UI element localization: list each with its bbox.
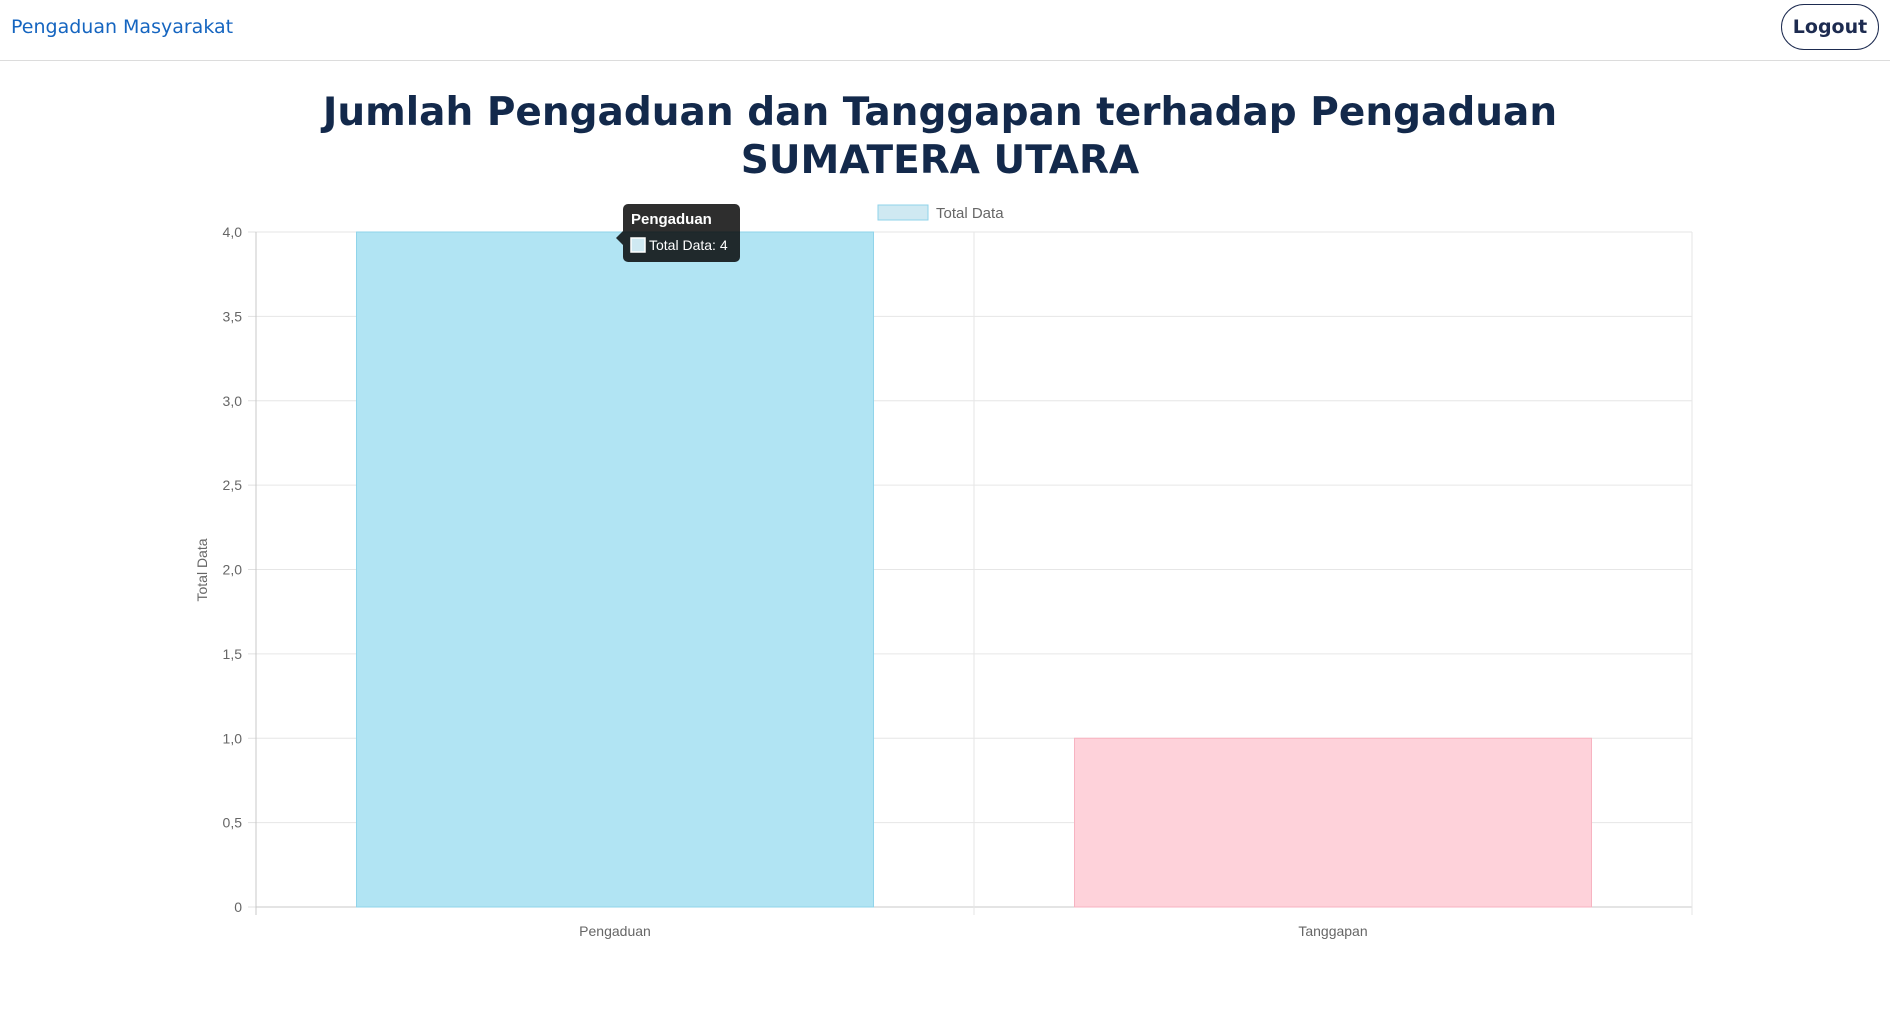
tooltip-body: Total Data: 4 [649,237,728,253]
x-tick-label: Tanggapan [1298,923,1367,939]
y-tick-label: 0,5 [223,815,243,831]
page-title: Jumlah Pengaduan dan Tanggapan terhadap … [322,90,1558,135]
logout-button[interactable]: Logout [1781,4,1879,50]
x-tick-label: Pengaduan [579,923,651,939]
y-axis-title: Total Data [194,538,210,601]
y-tick-label: 1,5 [223,646,243,662]
navbar: Pengaduan Masyarakat Logout [0,0,1890,61]
y-tick-label: 1,0 [223,730,243,746]
tooltip-swatch [630,237,646,253]
y-tick-label: 4,0 [223,224,243,240]
bar-tanggapan[interactable] [1074,737,1592,908]
legend-label: Total Data [936,205,1004,222]
y-tick-label: 0 [234,899,242,915]
legend-swatch[interactable] [877,204,929,221]
tooltip-caret [616,231,623,245]
y-tick-label: 2,0 [223,562,243,578]
page-subtitle: SUMATERA UTARA [740,138,1140,183]
bar-pengaduan[interactable] [356,231,874,908]
tooltip-box [623,204,740,262]
y-tick-label: 3,5 [223,308,243,324]
brand-link[interactable]: Pengaduan Masyarakat [11,16,234,38]
y-tick-label: 2,5 [223,477,243,493]
y-tick-label: 3,0 [223,393,243,409]
tooltip-title: Pengaduan [631,211,712,228]
